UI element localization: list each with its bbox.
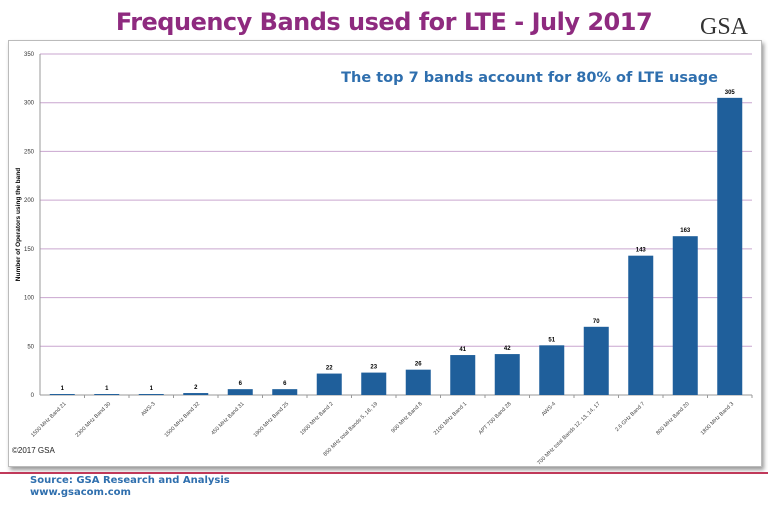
bar [583,326,609,395]
bar [49,394,75,395]
x-tick-label: AWS-3 [140,401,156,417]
x-tick-label: 1500 MHz Band 32 [164,401,202,439]
annotation: The top 7 bands account for 80% of LTE u… [341,70,718,86]
x-tick-label: 1800 MHz Band 3 [700,401,735,436]
data-label: 1 [150,386,154,392]
bar [316,373,342,395]
bar [94,394,120,395]
bar [494,354,520,395]
x-tick-label: 1900 MHz Band 2 [299,401,334,436]
bar [628,255,654,395]
bar [539,345,565,395]
x-tick-label: 450 MHz Band 31 [210,401,245,436]
x-tick-label: 2100 MHz Band 1 [433,401,468,436]
y-tick-label: 350 [24,52,35,58]
data-label: 23 [370,365,377,371]
x-tick-label: 900 MHz Band 8 [390,401,423,434]
divider [0,472,768,474]
bar [361,372,387,395]
data-label: 70 [593,319,600,325]
bar [672,236,698,395]
data-label: 305 [725,90,736,96]
y-tick-label: 100 [24,296,35,302]
y-tick-label: 0 [31,393,35,399]
x-tick-label: 2300 MHz Band 30 [75,401,113,439]
bar [272,389,298,395]
y-tick-label: 300 [24,101,35,107]
x-tick-label: APT 700 Band 28 [478,401,513,436]
x-tick-label: 2.6 GHz Band 7 [614,401,646,433]
y-tick-label: 250 [24,149,35,155]
data-label: 2 [194,385,198,391]
data-label: 1 [105,386,109,392]
data-label: 22 [326,366,333,372]
source-note: Source: GSA Research and Analysis www.gs… [30,475,230,499]
source-text: Source: GSA Research and Analysis [30,475,230,486]
bar [227,389,253,395]
data-label: 1 [61,386,65,392]
chart-title: Frequency Bands used for LTE - July 2017 [115,8,653,36]
data-label: 6 [283,381,287,387]
y-tick-label: 50 [27,344,34,350]
bar [717,97,743,395]
data-label: 163 [680,228,691,234]
y-tick-label: 200 [24,198,35,204]
copyright: ©2017 GSA [12,446,55,455]
bar [405,369,431,395]
source-url: www.gsacom.com [30,487,131,498]
bar [183,393,209,395]
data-label: 143 [636,248,647,254]
data-label: 26 [415,362,422,368]
y-axis-label: Number of Operators using the band [15,168,22,281]
data-label: 42 [504,346,511,352]
data-label: 6 [239,381,243,387]
bar [138,394,164,395]
x-tick-label: 1900 MHz Band 25 [253,401,291,439]
gsa-logo: GSA [699,14,748,40]
data-label: 51 [548,337,555,343]
bar [450,355,476,395]
chart-frame [8,40,762,467]
y-tick-label: 150 [24,247,35,253]
data-label: 41 [459,347,466,353]
x-tick-label: 850 MHz total Bands 5, 18, 19 [323,401,380,458]
x-tick-label: 1500 MHz Band 21 [30,401,68,439]
x-tick-label: AWS-4 [541,401,557,417]
x-tick-label: 800 MHz Band 20 [655,401,690,436]
